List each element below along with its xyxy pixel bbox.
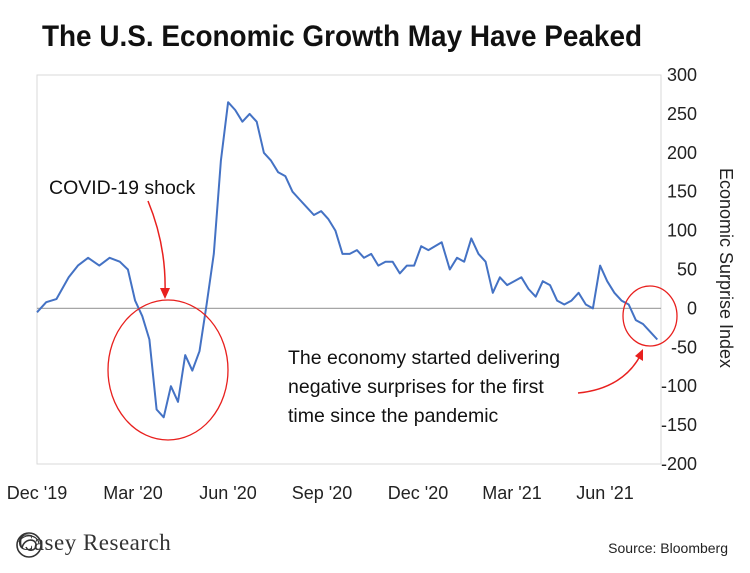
annotation-covid-arrowhead	[160, 288, 170, 299]
y-tick-label: 50	[677, 260, 697, 280]
y-axis-label: Economic Surprise Index	[716, 168, 736, 368]
series-line	[36, 101, 659, 419]
plot-area-border	[36, 74, 662, 465]
x-axis-ticks: Dec '19 Mar '20 Jun '20 Sep '20 Dec '20 Mar '…	[7, 483, 634, 503]
casey-research-logo: Casey Research	[14, 530, 172, 558]
x-tick-label: Dec '19	[7, 483, 67, 503]
casey-research-swirl-logo-icon	[16, 532, 42, 558]
annotation-negative-line-2: negative surprises for the first	[288, 376, 544, 398]
y-tick-label: 150	[667, 182, 697, 202]
y-tick-label: -100	[661, 376, 697, 396]
annotation-negative-arrow	[577, 355, 641, 394]
x-tick-label: Mar '21	[482, 483, 541, 503]
y-tick-label: 100	[667, 221, 697, 241]
y-tick-label: 300	[667, 65, 697, 85]
x-tick-label: Sep '20	[292, 483, 353, 503]
y-tick-label: 0	[687, 298, 697, 318]
y-tick-label: 250	[667, 104, 697, 124]
y-tick-label: -50	[671, 337, 697, 357]
y-tick-label: -200	[661, 454, 697, 474]
annotation-negative-arrowhead	[635, 349, 643, 361]
covid-highlight-circle	[107, 299, 229, 441]
y-axis-ticks: 300 250 200 150 100 50 0 -50 -100 -150 -200	[661, 65, 697, 474]
y-tick-label: 200	[667, 143, 697, 163]
x-tick-label: Dec '20	[388, 483, 448, 503]
recent-highlight-circle	[622, 285, 678, 347]
logo-text: Casey Research	[18, 530, 172, 555]
annotation-covid-arrow	[147, 200, 166, 294]
x-tick-label: Jun '21	[576, 483, 633, 503]
annotation-covid-text: COVID-19 shock	[49, 177, 196, 199]
x-tick-label: Jun '20	[199, 483, 256, 503]
x-tick-label: Mar '20	[103, 483, 162, 503]
source-note: Source: Bloomberg	[608, 540, 728, 556]
annotation-negative-line-3: time since the pandemic	[288, 405, 499, 427]
y-tick-label: -150	[661, 415, 697, 435]
chart-title: The U.S. Economic Growth May Have Peaked	[41, 20, 643, 53]
annotation-negative-line-1: The economy started delivering	[288, 347, 560, 369]
